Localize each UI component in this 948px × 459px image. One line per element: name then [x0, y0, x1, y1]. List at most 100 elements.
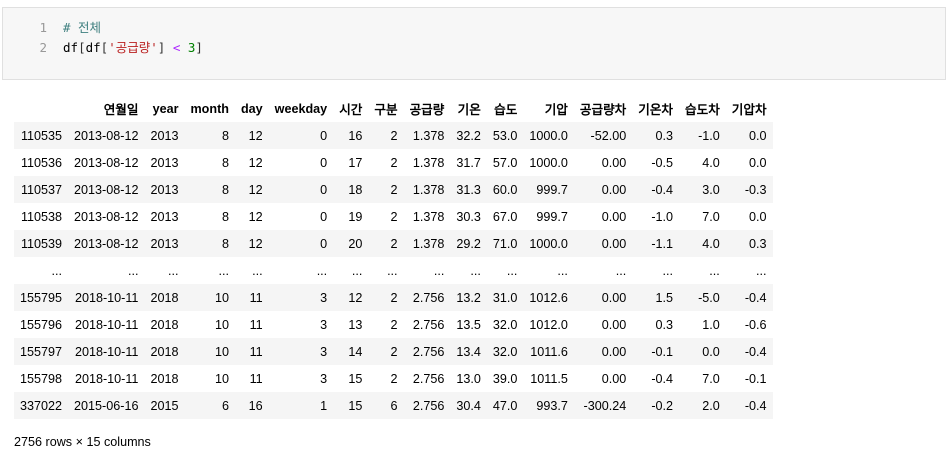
- table-cell: -0.2: [651, 398, 674, 413]
- table-cell: 0: [320, 209, 328, 224]
- table-row: 155795 2018-10-11 2018 10 11 3 12 2 2.756 13.2 31.…: [14, 284, 773, 311]
- table-cell: 3: [320, 344, 328, 359]
- table-cell: 0: [320, 155, 328, 170]
- table-cell: 2: [390, 209, 398, 224]
- table-cell: 2015: [150, 398, 179, 413]
- code-bracket: [: [100, 40, 109, 55]
- table-cell: 2: [390, 344, 398, 359]
- table-cell: -0.4: [744, 290, 767, 305]
- table-cell: -1.0: [698, 128, 720, 143]
- table-cell: 15: [348, 371, 363, 386]
- table-cell: ...: [252, 263, 263, 278]
- table-cell: 11: [249, 344, 263, 359]
- table-cell: ...: [662, 263, 674, 278]
- table-cell: ...: [351, 263, 363, 278]
- table-cell: -5.0: [698, 290, 720, 305]
- index-header: [14, 95, 69, 122]
- dataframe-summary: 2756 rows × 15 columns: [14, 435, 151, 449]
- table-cell: 3.0: [702, 182, 720, 197]
- table-cell: ...: [433, 263, 445, 278]
- table-cell: 7.0: [702, 371, 720, 386]
- table-cell: 2: [390, 317, 398, 332]
- table-cell: 0: [320, 128, 328, 143]
- table-cell: 993.7: [536, 398, 568, 413]
- table-row: 110538 2013-08-12 2013 8 12 0 19 2 1.378 30.3 67.0…: [14, 203, 773, 230]
- table-cell: ...: [557, 263, 568, 278]
- table-cell: 2018-10-11: [74, 371, 139, 386]
- table-cell: 0.3: [749, 236, 767, 251]
- table-cell: ...: [506, 263, 518, 278]
- table-cell: -0.3: [744, 182, 767, 197]
- table-cell: -300.24: [583, 398, 627, 413]
- table-cell: 2018-10-11: [74, 344, 139, 359]
- table-cell: 47.0: [492, 398, 518, 413]
- table-cell: 1.0: [702, 317, 720, 332]
- table-cell: 0.0: [749, 209, 767, 224]
- column-header: 기온: [450, 95, 487, 122]
- table-row: 110536 2013-08-12 2013 8 12 0 17 2 1.378 31.7 57.0…: [14, 149, 773, 176]
- table-row: 155797 2018-10-11 2018 10 11 3 14 2 2.756 13.4 32.…: [14, 338, 773, 365]
- table-row: 110539 2013-08-12 2013 8 12 0 20 2 1.378 29.2 71.0…: [14, 230, 773, 257]
- table-cell: 8: [221, 182, 229, 197]
- table-cell: 2013-08-12: [74, 128, 139, 143]
- table-row: 155796 2018-10-11 2018 10 11 3 13 2 2.756 13.5 32.…: [14, 311, 773, 338]
- table-row: 155798 2018-10-11 2018 10 11 3 15 2 2.756 13.0 39.…: [14, 365, 773, 392]
- table-cell: 10: [214, 317, 229, 332]
- code-line-2: 2 df[df['공급량'] < 3]: [3, 38, 202, 58]
- table-cell: -0.4: [651, 182, 674, 197]
- table-cell: 2018: [150, 344, 179, 359]
- table-cell: -0.4: [744, 398, 767, 413]
- column-header: weekday: [268, 95, 334, 122]
- row-index: 110536: [20, 155, 63, 170]
- column-header: 습도차: [679, 95, 726, 122]
- table-cell: 2018-10-11: [74, 290, 139, 305]
- table-cell: 11: [249, 371, 263, 386]
- table-cell: 19: [348, 209, 363, 224]
- table-cell: 2.756: [412, 398, 445, 413]
- row-index: 110539: [20, 236, 63, 251]
- table-cell: 2018: [150, 317, 179, 332]
- code-string: '공급량': [108, 40, 158, 55]
- code-number: 3: [187, 40, 196, 55]
- table-header-row: 연월일 year month day weekday 시간 구분 공급량 기온 습도 기압 공급량차 기…: [14, 95, 773, 122]
- table-cell: 0.3: [655, 128, 674, 143]
- table-cell: 0: [320, 182, 328, 197]
- table-cell: 12: [248, 128, 263, 143]
- column-header: year: [144, 95, 185, 122]
- table-cell: ...: [218, 263, 229, 278]
- table-cell: -1.0: [651, 209, 674, 224]
- code-comment: # 전체: [63, 20, 102, 35]
- table-cell: 0.0: [702, 344, 720, 359]
- table-row: 110535 2013-08-12 2013 8 12 0 16 2 1.378 32.2 53.0…: [14, 122, 773, 149]
- code-bracket: [: [78, 40, 86, 55]
- table-cell: 8: [221, 236, 229, 251]
- table-cell: 2: [390, 290, 398, 305]
- table-cell: 20: [348, 236, 363, 251]
- table-cell: 12: [348, 290, 363, 305]
- table-cell: 1.5: [655, 290, 674, 305]
- table-cell: 32.2: [456, 128, 481, 143]
- table-cell: 13: [348, 317, 363, 332]
- table-cell: 13.4: [456, 344, 481, 359]
- column-header: 시간: [333, 95, 369, 122]
- table-cell: 39.0: [492, 371, 518, 386]
- table-cell: 2018: [150, 371, 179, 386]
- table-cell: 71.0: [492, 236, 518, 251]
- column-header: 기압: [523, 95, 574, 122]
- row-index: 110535: [20, 128, 63, 143]
- table-cell: 2: [390, 128, 398, 143]
- row-index: 110537: [20, 182, 63, 197]
- line-number: 2: [39, 40, 47, 55]
- table-cell: ...: [167, 263, 179, 278]
- table-cell: 6: [221, 398, 229, 413]
- row-index: 155798: [20, 371, 63, 386]
- table-cell: 1011.6: [530, 344, 568, 359]
- table-cell: 1000.0: [529, 155, 568, 170]
- table-cell: 2013-08-12: [74, 182, 139, 197]
- code-cell[interactable]: 1 # 전체 2 df[df['공급량'] < 3]: [2, 7, 946, 80]
- table-cell: 2: [390, 182, 398, 197]
- table-cell: 18: [348, 182, 363, 197]
- code-bracket: ]: [157, 40, 166, 55]
- table-cell: 4.0: [702, 155, 720, 170]
- table-cell: -0.4: [651, 371, 674, 386]
